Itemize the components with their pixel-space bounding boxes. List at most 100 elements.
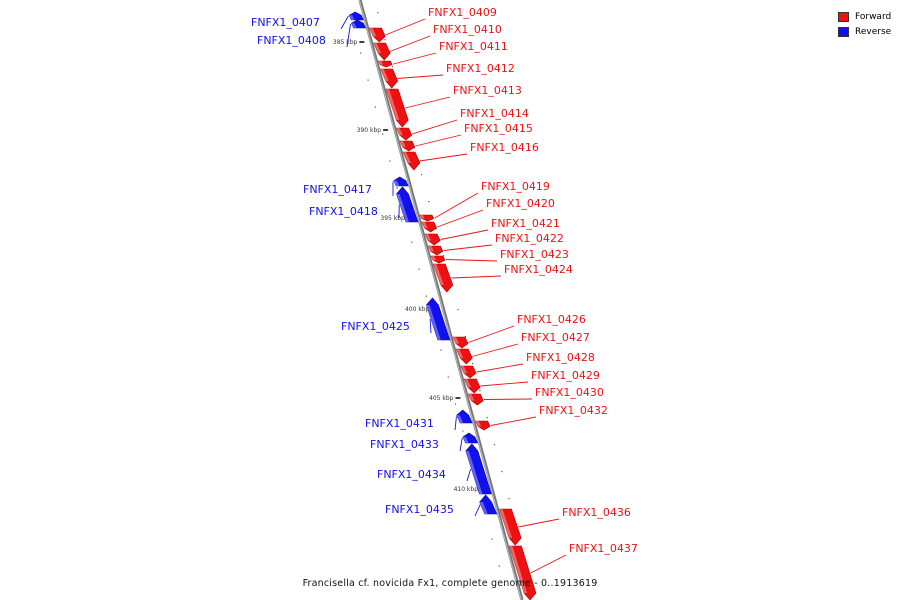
leader-line bbox=[437, 209, 484, 228]
gene-arrow-fnfx1_0417[interactable] bbox=[393, 176, 409, 187]
leader-line bbox=[443, 244, 493, 251]
gene-label-fnfx1_0431[interactable]: FNFX1_0431 bbox=[365, 417, 434, 430]
gene-arrow-shade bbox=[433, 264, 444, 285]
gene-arrow-shade bbox=[425, 234, 432, 241]
leader-line bbox=[472, 343, 519, 357]
gene-arrow-fnfx1_0413[interactable] bbox=[385, 88, 409, 128]
gene-arrow-fnfx1_0434[interactable] bbox=[465, 443, 492, 495]
gene-label-fnfx1_0419[interactable]: FNFX1_0419 bbox=[481, 180, 550, 193]
backbone-dot bbox=[396, 187, 398, 189]
gene-arrow-fnfx1_0418[interactable] bbox=[396, 186, 419, 223]
gene-arrow-fnfx1_0409[interactable] bbox=[369, 27, 386, 43]
gene-arrow-fnfx1_0426[interactable] bbox=[452, 336, 469, 349]
gene-label-fnfx1_0410[interactable]: FNFX1_0410 bbox=[433, 23, 502, 36]
gene-arrow-fnfx1_0429[interactable] bbox=[463, 378, 481, 394]
gene-features bbox=[348, 11, 537, 600]
gene-arrow-shade bbox=[452, 337, 459, 344]
gene-arrow-fnfx1_0416[interactable] bbox=[402, 151, 421, 171]
leader-line bbox=[468, 325, 515, 343]
backbone-dot bbox=[411, 241, 413, 243]
backbone-dot bbox=[428, 201, 430, 203]
gene-label-fnfx1_0416[interactable]: FNFX1_0416 bbox=[470, 141, 539, 154]
gene-arrow-fnfx1_0431[interactable] bbox=[456, 409, 473, 424]
leader-line bbox=[454, 416, 457, 431]
gene-arrow-shade bbox=[373, 43, 382, 54]
gene-label-fnfx1_0411[interactable]: FNFX1_0411 bbox=[439, 40, 508, 53]
gene-label-fnfx1_0429[interactable]: FNFX1_0429 bbox=[531, 369, 600, 382]
kbp-tick-label: 405 kbp bbox=[429, 395, 454, 402]
gene-label-fnfx1_0415[interactable]: FNFX1_0415 bbox=[464, 122, 533, 135]
gene-label-fnfx1_0412[interactable]: FNFX1_0412 bbox=[446, 62, 515, 75]
gene-label-fnfx1_0426[interactable]: FNFX1_0426 bbox=[517, 313, 586, 326]
gene-label-fnfx1_0420[interactable]: FNFX1_0420 bbox=[486, 197, 555, 210]
backbone-dot bbox=[425, 295, 427, 297]
gene-arrow-fnfx1_0427[interactable] bbox=[455, 348, 473, 365]
gene-label-fnfx1_0425[interactable]: FNFX1_0425 bbox=[341, 320, 410, 333]
gene-arrow-fnfx1_0433[interactable] bbox=[462, 432, 479, 444]
gene-arrow-fnfx1_0412[interactable] bbox=[380, 68, 399, 89]
gene-arrow-fnfx1_0419[interactable] bbox=[419, 214, 435, 222]
gene-label-fnfx1_0414[interactable]: FNFX1_0414 bbox=[460, 107, 529, 120]
gene-label-fnfx1_0437[interactable]: FNFX1_0437 bbox=[569, 542, 638, 555]
gene-arrow-fnfx1_0424[interactable] bbox=[432, 263, 454, 293]
backbone-dot bbox=[464, 336, 466, 338]
gene-arrow-shade bbox=[420, 215, 425, 219]
gene-label-fnfx1_0433[interactable]: FNFX1_0433 bbox=[370, 438, 439, 451]
gene-arrow-fnfx1_0414[interactable] bbox=[396, 127, 413, 141]
leader-line bbox=[446, 259, 498, 262]
leader-line bbox=[389, 35, 431, 52]
gene-label-fnfx1_0417[interactable]: FNFX1_0417 bbox=[303, 183, 372, 196]
gene-arrow-shade bbox=[369, 28, 377, 37]
gene-arrow-fnfx1_0421[interactable] bbox=[424, 233, 441, 246]
leader-line bbox=[385, 18, 426, 36]
gene-arrow-fnfx1_0415[interactable] bbox=[399, 140, 416, 152]
kbp-tick-label: 400 kbp bbox=[405, 306, 430, 313]
gene-labels: FNFX1_0407 FNFX1_0408 FNFX1_0409 FNFX1_0410… bbox=[251, 6, 638, 555]
gene-arrow-fnfx1_0437[interactable] bbox=[509, 545, 537, 600]
gene-label-fnfx1_0434[interactable]: FNFX1_0434 bbox=[377, 468, 446, 481]
gene-arrow-fnfx1_0423[interactable] bbox=[430, 255, 446, 264]
gene-arrow-fnfx1_0428[interactable] bbox=[460, 365, 477, 379]
gene-arrow-fnfx1_0435[interactable] bbox=[479, 494, 498, 515]
legend-reverse: Reverse bbox=[838, 24, 891, 39]
gene-arrow-fnfx1_0430[interactable] bbox=[467, 393, 484, 406]
gene-arrow-fnfx1_0410[interactable] bbox=[373, 42, 391, 61]
backbone-dot bbox=[472, 363, 474, 365]
gene-label-fnfx1_0432[interactable]: FNFX1_0432 bbox=[539, 404, 608, 417]
gene-label-fnfx1_0413[interactable]: FNFX1_0413 bbox=[453, 84, 522, 97]
gene-arrow-fnfx1_0422[interactable] bbox=[427, 245, 444, 256]
gene-arrow-fnfx1_0420[interactable] bbox=[421, 221, 438, 233]
gene-arrow-fnfx1_0432[interactable] bbox=[475, 420, 491, 431]
genome-backbone-highlight bbox=[358, 0, 522, 600]
gene-label-fnfx1_0418[interactable]: FNFX1_0418 bbox=[309, 205, 378, 218]
legend-forward-label: Forward bbox=[855, 11, 892, 22]
backbone-dot bbox=[442, 255, 445, 257]
gene-arrow-shade bbox=[462, 437, 469, 443]
leader-line bbox=[466, 468, 472, 482]
gene-label-fnfx1_0421[interactable]: FNFX1_0421 bbox=[491, 217, 560, 230]
gene-label-fnfx1_0430[interactable]: FNFX1_0430 bbox=[535, 386, 604, 399]
gene-arrow-fnfx1_0436[interactable] bbox=[499, 508, 522, 546]
backbone-dot bbox=[457, 309, 459, 311]
gene-label-fnfx1_0408[interactable]: FNFX1_0408 bbox=[257, 34, 326, 47]
gene-arrow-fnfx1_0411[interactable] bbox=[378, 60, 393, 68]
backbone-dot bbox=[454, 403, 457, 405]
gene-label-fnfx1_0435[interactable]: FNFX1_0435 bbox=[385, 503, 454, 516]
backbone-dot bbox=[360, 52, 362, 54]
gene-label-fnfx1_0428[interactable]: FNFX1_0428 bbox=[526, 351, 595, 364]
leader-line bbox=[434, 192, 479, 219]
gene-label-fnfx1_0424[interactable]: FNFX1_0424 bbox=[504, 263, 573, 276]
gene-arrow-shade bbox=[431, 256, 437, 261]
gene-label-fnfx1_0409[interactable]: FNFX1_0409 bbox=[428, 6, 497, 19]
backbone-dot bbox=[462, 430, 464, 432]
gene-label-fnfx1_0422[interactable]: FNFX1_0422 bbox=[495, 232, 564, 245]
gene-label-fnfx1_0407[interactable]: FNFX1_0407 bbox=[251, 16, 320, 29]
gene-arrow-shade bbox=[428, 246, 434, 252]
gene-arrow-fnfx1_0425[interactable] bbox=[426, 297, 451, 341]
gene-label-fnfx1_0436[interactable]: FNFX1_0436 bbox=[562, 506, 631, 519]
gene-label-fnfx1_0423[interactable]: FNFX1_0423 bbox=[500, 248, 569, 261]
backbone-dot bbox=[501, 471, 503, 473]
gene-label-fnfx1_0427[interactable]: FNFX1_0427 bbox=[521, 331, 590, 344]
kbp-tick-label: 395 kbp bbox=[380, 215, 405, 222]
gene-arrow-fnfx1_0408[interactable] bbox=[351, 19, 367, 29]
